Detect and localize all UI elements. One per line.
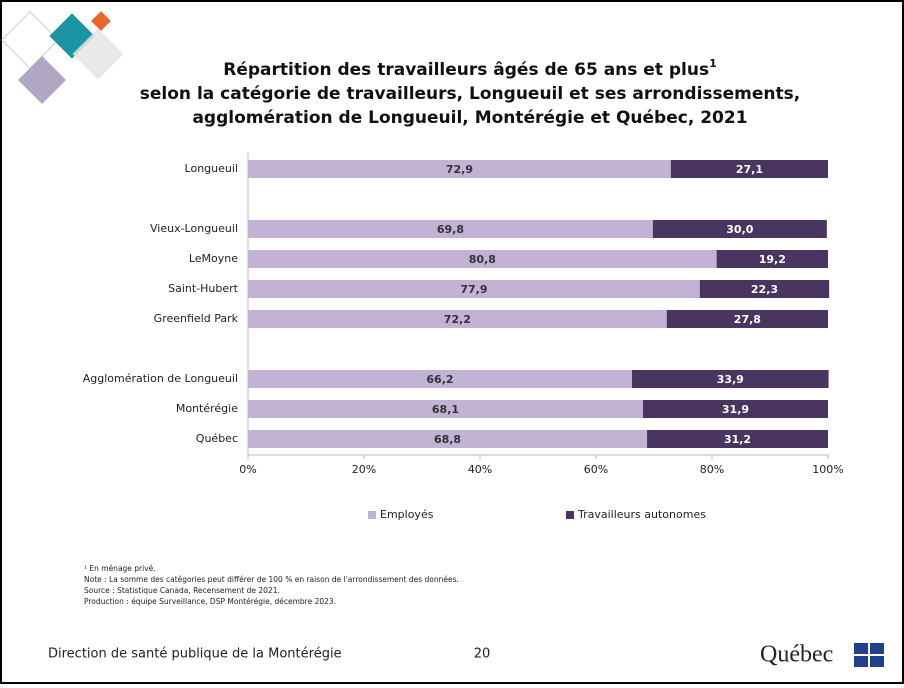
x-tick-label: 100% bbox=[812, 463, 843, 476]
value-label: 72,2 bbox=[444, 313, 471, 326]
value-label: 30,0 bbox=[726, 223, 753, 236]
bar-segment bbox=[248, 310, 667, 328]
title-footnote-mark: 1 bbox=[709, 57, 717, 70]
value-label: 22,3 bbox=[751, 283, 778, 296]
bar-segment bbox=[248, 400, 643, 418]
title-line: selon la catégorie de travailleurs, Long… bbox=[140, 84, 800, 104]
bar-segment bbox=[666, 310, 828, 328]
bar-segment bbox=[248, 250, 717, 268]
x-tick-label: 80% bbox=[700, 463, 724, 476]
y-tick-label: Agglomération de Longueuil bbox=[83, 372, 238, 385]
legend-swatch bbox=[368, 511, 376, 519]
y-tick-label: Vieux-Longueuil bbox=[150, 222, 238, 235]
page-number: 20 bbox=[474, 647, 491, 662]
legend-label: Travailleurs autonomes bbox=[577, 508, 706, 521]
y-tick-label: LeMoyne bbox=[189, 252, 238, 265]
bar-segment bbox=[248, 160, 671, 178]
bar-segment bbox=[248, 430, 648, 448]
bar-segment bbox=[642, 400, 828, 418]
title-line: agglomération de Longueuil, Montérégie e… bbox=[192, 108, 747, 128]
value-label: 33,9 bbox=[717, 373, 744, 386]
bar-segment bbox=[716, 250, 828, 268]
decoration bbox=[1, 11, 124, 105]
footnote: Source : Statistique Canada, Recensement… bbox=[84, 586, 280, 595]
y-tick-label: Montérégie bbox=[176, 402, 238, 415]
bar-segment bbox=[248, 280, 700, 298]
footnote: ¹ En ménage privé. bbox=[84, 564, 156, 573]
footer-organization: Direction de santé publique de la Montér… bbox=[48, 647, 342, 662]
logo: Québec bbox=[760, 642, 833, 668]
value-label: 80,8 bbox=[469, 253, 496, 266]
y-tick-label: Saint-Hubert bbox=[168, 282, 239, 295]
bar-segment bbox=[652, 220, 827, 238]
value-label: 66,2 bbox=[426, 373, 453, 386]
value-label: 19,2 bbox=[759, 253, 786, 266]
title-text: Répartition des travailleurs âgés de 65 … bbox=[223, 60, 709, 80]
logo-flag bbox=[854, 643, 884, 667]
footnote: Note : La somme des catégories peut diff… bbox=[84, 575, 459, 584]
y-tick-label: Greenfield Park bbox=[154, 312, 239, 325]
value-label: 69,8 bbox=[437, 223, 464, 236]
bar-segment bbox=[631, 370, 829, 388]
bar-segment bbox=[699, 280, 830, 298]
title-line: Répartition des travailleurs âgés de 65 … bbox=[223, 57, 717, 80]
value-label: 68,1 bbox=[432, 403, 459, 416]
value-label: 77,9 bbox=[460, 283, 487, 296]
bar-segment bbox=[670, 160, 828, 178]
x-tick-label: 60% bbox=[584, 463, 608, 476]
legend-label: Employés bbox=[380, 508, 434, 521]
value-label: 31,9 bbox=[722, 403, 749, 416]
footnote: Production : équipe Surveillance, DSP Mo… bbox=[84, 597, 336, 606]
x-tick-label: 0% bbox=[239, 463, 256, 476]
y-tick-label: Québec bbox=[196, 432, 238, 445]
bar-segment bbox=[647, 430, 828, 448]
value-label: 72,9 bbox=[446, 163, 473, 176]
y-tick-label: Longueuil bbox=[185, 162, 238, 175]
legend-swatch bbox=[566, 511, 574, 519]
x-tick-label: 40% bbox=[468, 463, 492, 476]
value-label: 31,2 bbox=[724, 433, 751, 446]
bar-segment bbox=[248, 370, 632, 388]
value-label: 68,8 bbox=[434, 433, 461, 446]
bar-segment bbox=[248, 220, 653, 238]
value-label: 27,8 bbox=[734, 313, 761, 326]
x-tick-label: 20% bbox=[352, 463, 376, 476]
value-label: 27,1 bbox=[736, 163, 763, 176]
